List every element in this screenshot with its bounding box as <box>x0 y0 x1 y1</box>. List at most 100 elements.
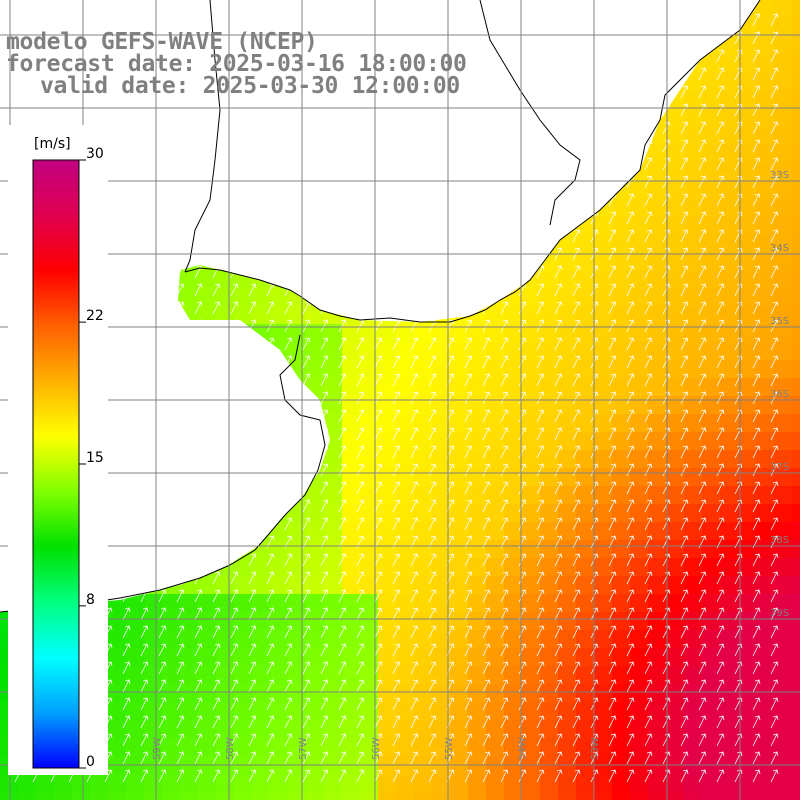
wind-arrow <box>302 355 311 369</box>
wind-arrow <box>752 319 761 333</box>
wind-arrow <box>698 589 707 603</box>
wind-arrow <box>122 751 131 765</box>
wind-arrow <box>464 427 473 441</box>
wind-arrow <box>410 337 419 351</box>
wind-arrow <box>212 625 221 639</box>
wind-arrow <box>770 751 779 765</box>
wind-arrow <box>302 319 311 333</box>
wind-arrow <box>752 751 761 765</box>
wind-arrow <box>680 319 689 333</box>
wind-arrow <box>626 517 635 531</box>
wind-arrow <box>716 751 725 765</box>
wind-arrow <box>392 445 401 459</box>
wind-arrow <box>176 769 185 783</box>
wind-arrow <box>644 391 653 405</box>
wind-arrow <box>752 715 761 729</box>
wind-arrow <box>716 607 725 621</box>
wind-arrow <box>392 607 401 621</box>
wind-arrow <box>626 589 635 603</box>
wind-arrow <box>374 409 383 423</box>
wind-arrow <box>680 697 689 711</box>
wind-arrow <box>716 229 725 243</box>
wind-arrow <box>392 643 401 657</box>
wind-arrow <box>698 337 707 351</box>
wind-arrow <box>302 337 311 351</box>
wind-arrow <box>410 625 419 639</box>
wind-arrow <box>176 679 185 693</box>
wind-arrow <box>482 427 491 441</box>
wind-arrow <box>410 679 419 693</box>
wind-arrow <box>356 463 365 477</box>
wind-arrow <box>644 301 653 315</box>
wind-arrow <box>428 445 437 459</box>
wind-arrow <box>680 121 689 135</box>
wind-arrow <box>626 769 635 783</box>
wind-arrow <box>536 553 545 567</box>
wind-arrow <box>158 751 167 765</box>
wind-arrow <box>212 769 221 783</box>
wind-arrow <box>392 355 401 369</box>
wind-arrow <box>680 157 689 171</box>
wind-arrow <box>500 355 509 369</box>
wind-arrow <box>338 553 347 567</box>
wind-arrow <box>698 139 707 153</box>
wind-arrow <box>770 517 779 531</box>
wind-arrow <box>626 553 635 567</box>
wind-arrow <box>320 751 329 765</box>
wind-arrow <box>752 427 761 441</box>
wind-arrow <box>536 301 545 315</box>
wind-arrow <box>608 265 617 279</box>
wind-arrow <box>464 391 473 405</box>
wind-arrow <box>770 697 779 711</box>
wind-arrow <box>428 517 437 531</box>
wind-arrow <box>302 769 311 783</box>
wind-arrow <box>698 103 707 117</box>
wind-arrow <box>374 373 383 387</box>
wind-arrow <box>698 121 707 135</box>
wind-arrow <box>680 427 689 441</box>
wind-arrow <box>482 751 491 765</box>
wind-arrow <box>698 301 707 315</box>
wind-arrow <box>716 589 725 603</box>
wind-arrow <box>518 463 527 477</box>
wind-arrow <box>752 139 761 153</box>
wind-arrow <box>212 283 221 297</box>
wind-arrow <box>284 751 293 765</box>
wind-arrow <box>194 643 203 657</box>
wind-arrow <box>518 499 527 513</box>
wind-arrow <box>158 679 167 693</box>
wind-arrow <box>194 733 203 747</box>
wind-arrow <box>392 337 401 351</box>
wind-arrow <box>518 481 527 495</box>
wind-arrow <box>464 463 473 477</box>
wind-arrow <box>608 301 617 315</box>
wind-arrow <box>554 463 563 477</box>
wind-arrow <box>626 751 635 765</box>
wind-arrow <box>698 391 707 405</box>
wind-arrow <box>320 355 329 369</box>
wind-arrow <box>284 697 293 711</box>
wind-arrow <box>410 373 419 387</box>
wind-arrow <box>284 625 293 639</box>
wind-arrow <box>248 607 257 621</box>
wind-arrow <box>716 337 725 351</box>
wind-arrow <box>266 697 275 711</box>
wind-arrow <box>572 337 581 351</box>
wind-arrow <box>572 283 581 297</box>
wind-arrow <box>428 337 437 351</box>
wind-arrow <box>662 355 671 369</box>
wind-arrow <box>536 589 545 603</box>
wind-arrow <box>698 643 707 657</box>
wind-arrow <box>500 499 509 513</box>
wind-arrow <box>266 589 275 603</box>
latitude-labels: 33S 34S 35S 36S 37S 38S 39S <box>770 170 789 619</box>
wind-arrow <box>770 463 779 477</box>
wind-arrow <box>248 751 257 765</box>
wind-arrow <box>770 391 779 405</box>
wind-arrow <box>680 265 689 279</box>
wind-arrow <box>158 643 167 657</box>
wind-arrow <box>770 643 779 657</box>
longitude-label: 57W <box>298 737 309 760</box>
wind-arrow <box>518 427 527 441</box>
wind-arrow <box>482 391 491 405</box>
